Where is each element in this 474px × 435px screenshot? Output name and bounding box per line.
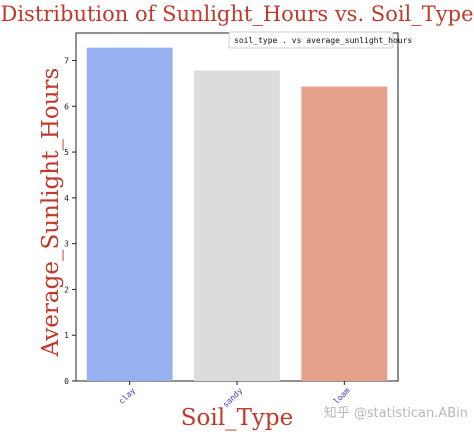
- y-tick-label: 6: [64, 102, 69, 111]
- bar-sandy: [194, 70, 280, 382]
- bar-loam: [301, 86, 388, 382]
- legend-box: [228, 31, 394, 49]
- bar-clay: [86, 47, 173, 382]
- y-tick-label: 1: [64, 331, 69, 340]
- x-tick-label-clay: clay: [117, 386, 137, 406]
- y-tick-label: 5: [64, 148, 69, 157]
- y-tick-label: 7: [64, 56, 69, 65]
- y-tick-label: 2: [64, 285, 69, 294]
- chart-title: Distribution of Sunlight_Hours vs. Soil_…: [0, 2, 473, 26]
- y-tick-label: 0: [64, 377, 69, 386]
- legend-text: soil_type . vs average_sunlight_hours: [234, 36, 412, 45]
- legend: soil_type . vs average_sunlight_hours: [228, 31, 412, 49]
- y-tick-label: 3: [64, 240, 69, 249]
- watermark: 知乎 @statistican.ABin: [324, 405, 468, 421]
- x-axis-label: Soil_Type: [181, 405, 293, 431]
- y-axis-label: Average_Sunlight_Hours: [38, 68, 64, 358]
- y-axis-ticks: 0 1 2 3 4 5 6 7: [64, 56, 76, 386]
- x-tick-label-loam: loam: [332, 386, 352, 406]
- y-tick-label: 4: [64, 194, 69, 203]
- bars: [86, 47, 388, 382]
